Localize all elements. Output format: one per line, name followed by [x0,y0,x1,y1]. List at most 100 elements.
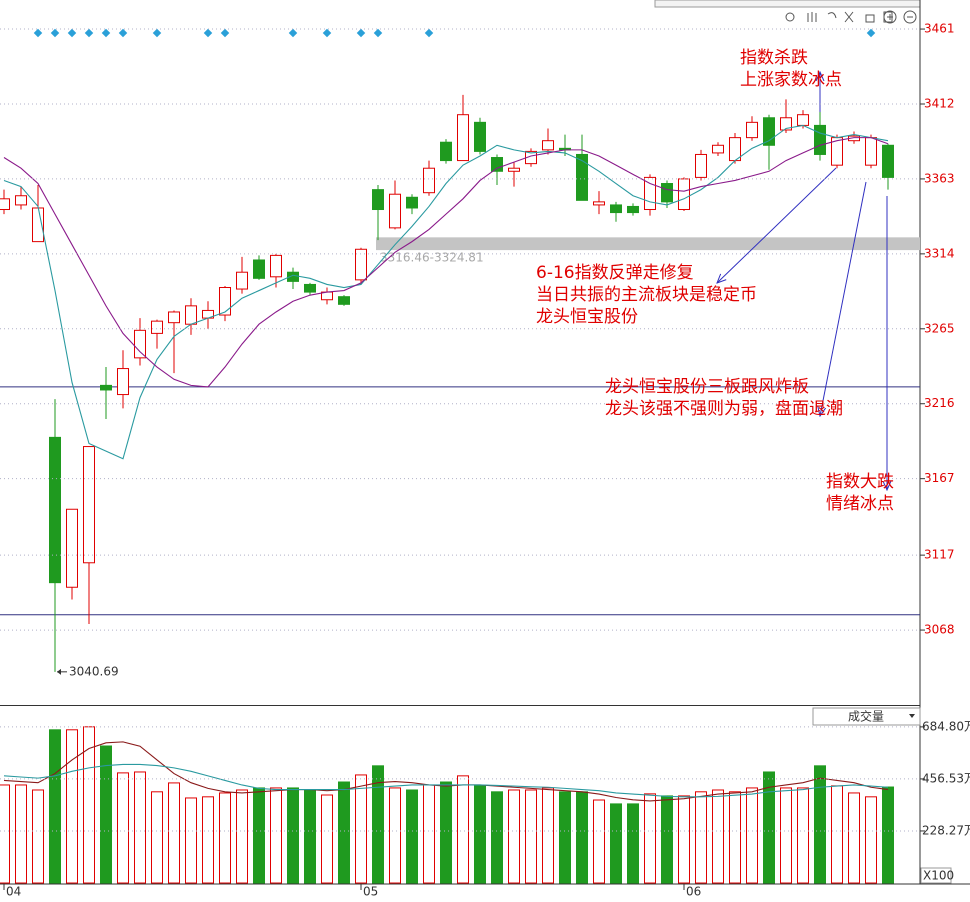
plot: 3316.46-3324.81 3040.69 [0,28,920,884]
candle-body [49,436,61,584]
y-tick-label: 684.80万 [922,719,970,733]
x-tick-label: 04 [6,885,21,899]
candle-body [66,508,78,588]
signal-marker [50,28,60,38]
low-pointer-head [57,668,61,675]
volume-bar [117,772,129,884]
volume-bar [202,796,214,884]
candle-body [644,176,656,211]
volume-bar [304,789,316,884]
volume-bar [185,797,197,884]
y-tick-label: 3216 [924,396,955,410]
volume-bar [389,787,401,884]
y-tick-label: 3314 [924,246,955,260]
volume-bar [865,796,877,884]
y-tick-label: 3363 [924,171,955,185]
volume-bar [746,787,758,884]
candle-body [712,144,724,154]
candle-body [389,193,401,229]
volume-bar [491,791,503,884]
volume-bar [576,791,588,884]
candle-body [610,204,622,214]
x-tick-label: 06 [686,885,701,899]
candle-body [440,141,452,162]
candle-body [508,167,520,172]
volume-bar [610,803,622,884]
volume-bar [321,794,333,884]
y-tick-label: 228.27万 [922,823,970,837]
candle-body [0,198,10,211]
volume-bar [338,781,350,884]
annotation: 上涨家数冰点 [740,70,842,90]
candle-body [474,121,486,152]
volume-bar [559,791,571,884]
volume-bar [831,785,843,884]
volume-bar [474,785,486,884]
volume-bar [542,787,554,884]
annotation: 情绪冰点 [826,494,894,514]
candle-body [797,114,809,126]
y-tick-label: 3167 [924,471,955,485]
candle-body [168,311,180,324]
toolbar[interactable] [654,0,921,8]
candle-body [219,287,231,316]
signal-marker [373,28,383,38]
unit-box [920,867,952,884]
volume-bar [32,789,44,884]
candle-body [593,201,605,206]
candle-body [15,195,27,206]
volume-bar [219,792,231,884]
volume-bar [253,787,265,884]
indicator-label[interactable]: 成交量 [848,709,884,724]
annotation: 当日共振的主流板块是稳定币 [536,285,757,305]
candle-body [627,205,639,214]
volume-bar [525,789,537,884]
volume-bar [780,787,792,884]
annotation: 指数杀跌 [740,48,808,68]
volume-bar [83,726,95,884]
volume-bar [151,791,163,884]
volume-bar [15,784,27,884]
signal-marker [424,28,434,38]
y-tick-label: 3412 [924,96,955,110]
candle-body [763,117,775,146]
volume-bar [168,782,180,884]
candle-body [338,296,350,305]
volume-bar [66,729,78,884]
volume-bar [882,786,894,884]
candle-body [236,271,248,290]
volume-bar [763,771,775,884]
candle-body [117,368,129,396]
indicator-select[interactable] [812,707,921,726]
candle-body [661,183,673,203]
volume-bar [678,795,690,884]
candle-body [304,283,316,293]
y-tick-label: 3068 [924,623,955,637]
annotation: 龙头该强不强则为弱，盘面退潮 [605,399,843,419]
volume-bar [695,791,707,884]
volume-bar [814,765,826,884]
volume-bar [508,789,520,884]
candle-body [678,178,690,211]
candle-body [372,189,384,211]
volume-bar [0,784,10,884]
toolbar-icons[interactable] [785,10,917,24]
candle-body [542,140,554,151]
candle-body [185,305,197,325]
volume-bar [797,787,809,884]
signal-marker [288,28,298,38]
volume-bar [848,792,860,884]
candle-body [253,259,265,279]
candle-body [151,320,163,334]
volume-average [3,763,889,798]
volume-average [3,741,889,802]
volume-bar [457,775,469,884]
candle-body [83,446,95,564]
dropdown-caret[interactable] [909,714,915,718]
candle-body [746,121,758,139]
volume-bar [440,781,452,884]
low-label: 3040.69 [69,664,119,678]
signal-marker [33,28,43,38]
volume-bar [661,795,673,884]
